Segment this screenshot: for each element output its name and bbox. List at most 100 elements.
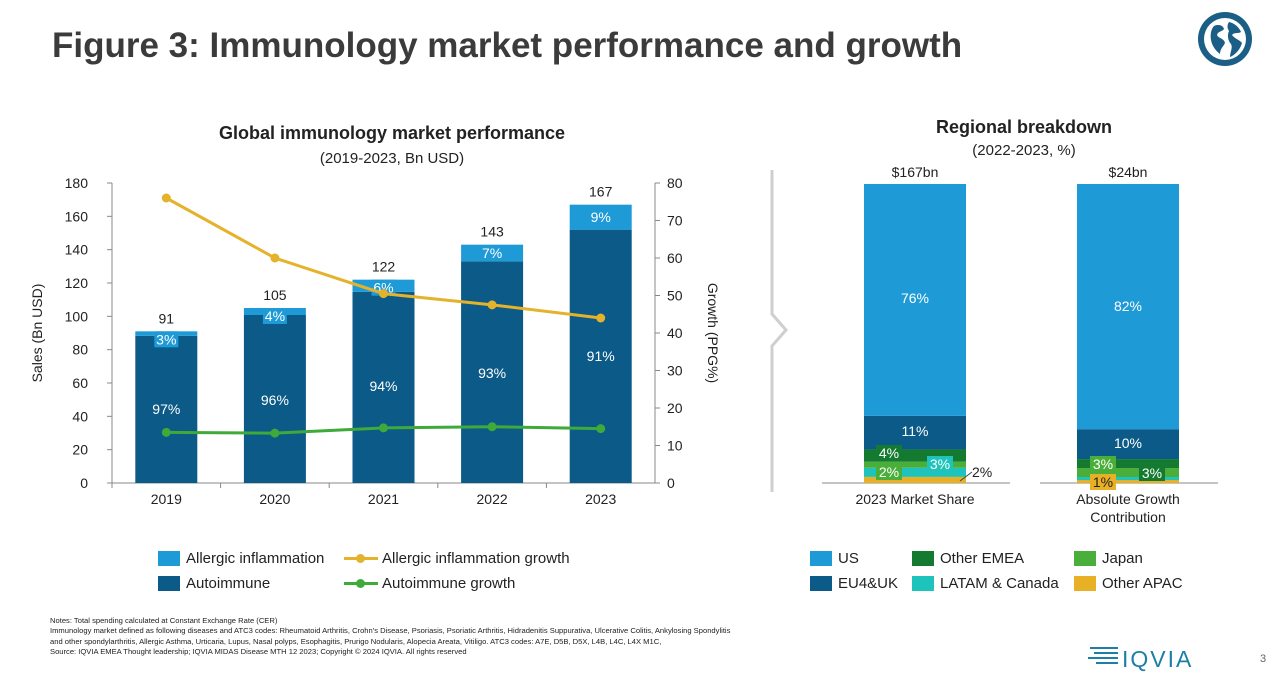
- page-number: 3: [1260, 653, 1267, 665]
- data-label-autoimmune: 97%: [152, 401, 180, 417]
- x-tick-label: 2019: [151, 491, 182, 507]
- bar-autoimmune: [135, 335, 198, 483]
- legend-item-us: US: [810, 549, 859, 567]
- bar-total-label: $24bn: [1109, 164, 1148, 180]
- legend-label: Allergic inflammation: [186, 549, 325, 567]
- legend-item-autoimmune: Autoimmune: [158, 574, 270, 592]
- data-label-bg: [588, 209, 613, 226]
- legend-line: [344, 576, 378, 590]
- data-label: 3%: [1093, 456, 1113, 472]
- y-tick-label: 0: [80, 475, 88, 491]
- legend-swatch: [912, 550, 934, 566]
- bar-segment: [864, 461, 966, 468]
- data-label: 3%: [930, 456, 950, 472]
- data-label-total: 167: [589, 184, 613, 200]
- iqvia-logo-text: IQVIA: [1122, 646, 1194, 672]
- legend-label: Other APAC: [1102, 574, 1183, 592]
- y2-tick-label: 70: [667, 213, 683, 229]
- bar-segment: [864, 476, 966, 483]
- x-tick-label: 2021: [368, 491, 399, 507]
- legend-swatch: [158, 550, 180, 566]
- legend-label: Allergic inflammation growth: [382, 549, 570, 567]
- data-label-bg: [876, 464, 902, 480]
- series-point: [596, 313, 606, 323]
- iqvia-logo-mark: [1088, 647, 1118, 664]
- y-tick-label: 40: [72, 408, 88, 424]
- footnote-line: Notes: Total spending calculated at Cons…: [50, 616, 278, 625]
- chart-subtitle: (2019-2023, Bn USD): [320, 150, 464, 167]
- data-label-bg: [262, 308, 287, 324]
- data-label: 2%: [879, 464, 899, 480]
- bar-total-label: $167bn: [892, 164, 939, 180]
- data-label: 11%: [902, 423, 929, 439]
- legend-item-autoimmune-growth: Autoimmune growth: [344, 574, 515, 592]
- data-label-allergic: 9%: [591, 209, 611, 225]
- y-tick-label: 20: [72, 442, 88, 458]
- left-chart: Global immunology market performance (201…: [29, 123, 721, 507]
- legend-item-allergic-growth: Allergic inflammation growth: [344, 549, 570, 567]
- legend-swatch: [1074, 550, 1096, 566]
- data-label-bg: [1090, 474, 1116, 490]
- footnote-line: Immunology market defined as following d…: [50, 626, 731, 636]
- bar-segment: [1077, 468, 1179, 478]
- y2-tick-label: 60: [667, 250, 683, 266]
- footnote-line: Source: IQVIA EMEA Thought leadership; I…: [50, 647, 467, 657]
- x-category-label: Contribution: [1090, 509, 1166, 525]
- callout-label: 2%: [972, 464, 992, 480]
- x-category-label: 2023 Market Share: [855, 491, 974, 507]
- data-label-total: 122: [372, 259, 396, 275]
- bar-segment: [1077, 477, 1179, 481]
- bar-segment: [1077, 480, 1179, 483]
- chart-subtitle: (2022-2023, %): [972, 142, 1075, 159]
- x-tick-label: 2020: [259, 491, 290, 507]
- y2-tick-label: 80: [667, 175, 683, 191]
- bar-segment: [1077, 429, 1179, 460]
- y-tick-label: 180: [65, 175, 89, 191]
- y-tick-label: 140: [65, 242, 89, 258]
- legend-label: Other EMEA: [940, 549, 1025, 567]
- data-label: 3%: [1142, 465, 1162, 481]
- data-label: 1%: [1093, 474, 1113, 490]
- bar-autoimmune: [461, 261, 524, 483]
- footnote-line: and other spondylarthritis, Allergic Ast…: [50, 636, 662, 646]
- y2-tick-label: 30: [667, 363, 683, 379]
- legend-label: LATAM & Canada: [940, 574, 1059, 592]
- data-label-bg: [154, 331, 179, 348]
- bar-segment: [864, 415, 966, 450]
- legend-item-eu4uk: EU4&UK: [810, 574, 898, 592]
- chart-title: Regional breakdown: [936, 117, 1112, 137]
- y-axis-label: Sales (Bn USD): [29, 284, 45, 383]
- legend-label: Autoimmune: [186, 574, 271, 592]
- data-label: 10%: [1114, 435, 1142, 451]
- right-chart: Regional breakdown (2022-2023, %) $167bn 20…: [822, 117, 1218, 525]
- data-label-allergic: 4%: [265, 308, 285, 324]
- series-point: [487, 300, 497, 310]
- bar-autoimmune: [569, 229, 632, 483]
- series-point: [161, 427, 171, 437]
- y-tick-label: 80: [72, 342, 88, 358]
- bar-autoimmune: [352, 291, 415, 483]
- data-label-bg: [1090, 456, 1116, 472]
- bar-segment: [864, 184, 966, 416]
- data-label-bg: [927, 456, 953, 472]
- legend-swatch: [158, 575, 180, 591]
- data-label-total: 91: [159, 310, 175, 326]
- bar-segment: [1077, 184, 1179, 430]
- data-label-allergic: 3%: [156, 331, 176, 347]
- y-tick-label: 60: [72, 375, 88, 391]
- x-tick-label: 2023: [585, 491, 616, 507]
- series-point: [379, 289, 388, 299]
- data-label-total: 143: [480, 224, 504, 240]
- page-title: Figure 3: Immunology market performance …: [52, 26, 963, 65]
- callout-line: [959, 471, 973, 482]
- legend-label: EU4&UK: [838, 574, 899, 592]
- x-tick-label: 2022: [477, 491, 508, 507]
- data-label-autoimmune: 93%: [478, 365, 506, 381]
- y-tick-label: 160: [65, 208, 89, 224]
- divider-chevron: [770, 170, 788, 492]
- series-point: [596, 424, 606, 434]
- bar-segment: [864, 467, 966, 477]
- series-point: [270, 253, 280, 263]
- legend-swatch: [1074, 575, 1096, 591]
- legend-label: Japan: [1102, 549, 1143, 567]
